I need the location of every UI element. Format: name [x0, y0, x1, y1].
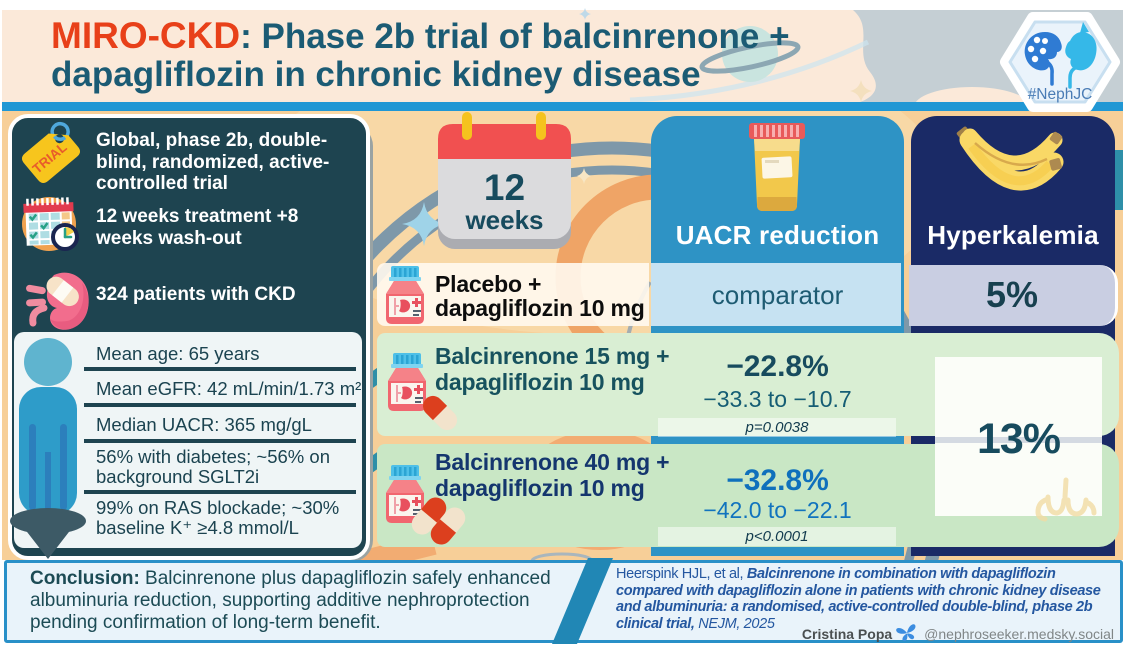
svg-text:#NephJC: #NephJC [1028, 86, 1093, 103]
